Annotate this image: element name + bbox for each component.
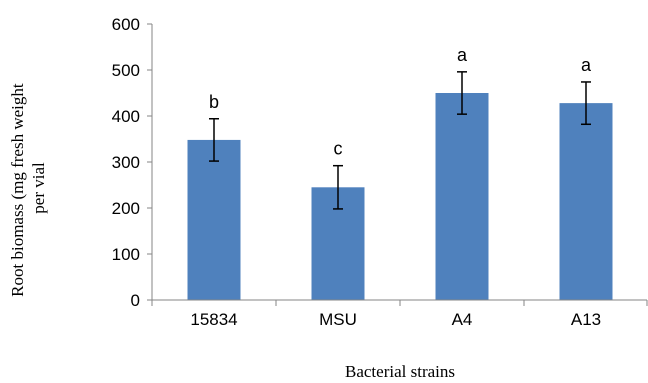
significance-label: a: [457, 45, 468, 65]
x-category-label: A13: [571, 310, 601, 329]
y-axis-ticks: 0 100 200 300 400 500 600: [112, 15, 152, 310]
significance-label: a: [581, 55, 592, 75]
y-tick-label: 300: [112, 153, 140, 172]
y-tick-label: 600: [112, 15, 140, 34]
y-tick-label: 200: [112, 199, 140, 218]
y-tick-label: 100: [112, 245, 140, 264]
significance-label: c: [334, 139, 343, 159]
y-axis-title-line-2: per vial: [29, 162, 48, 214]
error-bars-group: [209, 71, 591, 210]
x-axis-title: Bacterial strains: [345, 362, 455, 381]
y-tick-label: 500: [112, 61, 140, 80]
data-labels-group: b c a a: [209, 45, 592, 159]
x-category-label: MSU: [319, 310, 357, 329]
y-tick-label: 400: [112, 107, 140, 126]
bar: [435, 93, 489, 300]
x-category-label: 15834: [190, 310, 237, 329]
bar: [187, 139, 241, 300]
bar: [559, 103, 613, 301]
y-axis-title-line-1: Root biomass (mg fresh weight: [8, 83, 27, 297]
x-category-label: A4: [452, 310, 473, 329]
y-axis-title: Root biomass (mg fresh weight per vial: [8, 79, 48, 297]
significance-label: b: [209, 92, 219, 112]
x-axis-ticks: 15834 MSU A4 A13: [151, 300, 648, 329]
y-tick-label: 0: [131, 291, 140, 310]
bars-group: [187, 93, 613, 301]
